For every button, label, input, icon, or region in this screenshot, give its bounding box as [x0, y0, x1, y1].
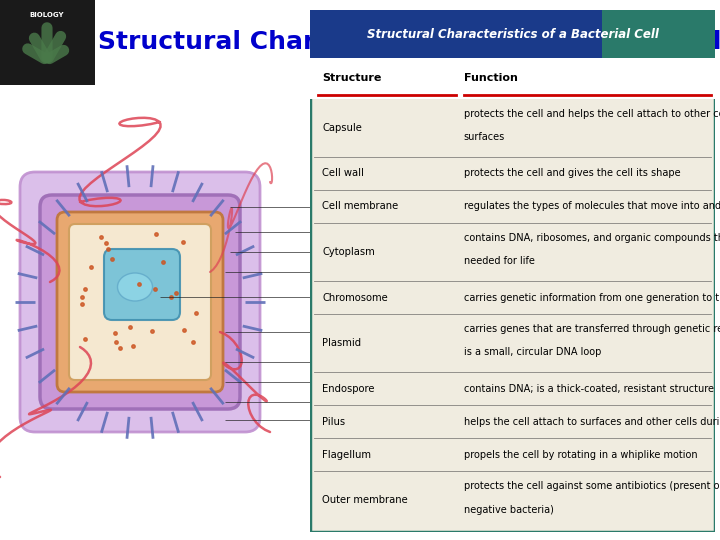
Text: Capsule: Capsule [322, 123, 362, 133]
Text: Chromosome: Chromosome [322, 293, 388, 302]
FancyBboxPatch shape [310, 10, 715, 532]
Text: Structure: Structure [322, 73, 382, 83]
Text: protects the cell and helps the cell attach to other cells and: protects the cell and helps the cell att… [464, 109, 720, 119]
FancyBboxPatch shape [69, 224, 211, 380]
Text: protects the cell against some antibiotics (present only in Gram-: protects the cell against some antibioti… [464, 482, 720, 491]
Text: Flagellum: Flagellum [322, 450, 371, 460]
Text: surfaces: surfaces [464, 132, 505, 142]
Text: contains DNA; is a thick-coated, resistant structure: contains DNA; is a thick-coated, resista… [464, 383, 714, 394]
Text: Cell membrane: Cell membrane [322, 201, 398, 211]
Text: Structural Characteristics of a Bacterial Cell: Structural Characteristics of a Bacteria… [366, 28, 658, 40]
FancyBboxPatch shape [310, 58, 715, 99]
Ellipse shape [117, 273, 153, 301]
Text: propels the cell by rotating in a whiplike motion: propels the cell by rotating in a whipli… [464, 450, 698, 460]
FancyArrowPatch shape [35, 38, 45, 58]
FancyBboxPatch shape [310, 10, 602, 58]
FancyBboxPatch shape [40, 195, 240, 409]
FancyArrowPatch shape [50, 50, 63, 59]
Text: needed for life: needed for life [464, 256, 535, 266]
Text: Pilus: Pilus [322, 417, 346, 427]
FancyArrowPatch shape [28, 49, 45, 59]
Text: Plasmid: Plasmid [322, 338, 361, 348]
FancyBboxPatch shape [602, 10, 715, 58]
FancyBboxPatch shape [104, 249, 180, 320]
FancyArrowPatch shape [48, 36, 60, 58]
Text: carries genes that are transferred through genetic recombination;: carries genes that are transferred throu… [464, 324, 720, 334]
FancyBboxPatch shape [57, 212, 223, 392]
Text: Endospore: Endospore [322, 383, 374, 394]
Text: negative bacteria): negative bacteria) [464, 505, 554, 515]
Text: carries genetic information from one generation to the next: carries genetic information from one gen… [464, 293, 720, 302]
Text: BIOLOGY: BIOLOGY [30, 12, 64, 18]
Text: Function: Function [464, 73, 518, 83]
FancyBboxPatch shape [20, 172, 260, 432]
Text: Cell wall: Cell wall [322, 168, 364, 178]
Text: Outer membrane: Outer membrane [322, 495, 408, 505]
Text: contains DNA, ribosomes, and organic compounds that are: contains DNA, ribosomes, and organic com… [464, 233, 720, 243]
Text: is a small, circular DNA loop: is a small, circular DNA loop [464, 347, 601, 357]
Text: regulates the types of molecules that move into and out of the cell: regulates the types of molecules that mo… [464, 201, 720, 211]
Text: protects the cell and gives the cell its shape: protects the cell and gives the cell its… [464, 168, 680, 178]
Text: helps the cell attach to surfaces and other cells during conjugation: helps the cell attach to surfaces and ot… [464, 417, 720, 427]
FancyBboxPatch shape [0, 0, 95, 85]
Text: Cytoplasm: Cytoplasm [322, 247, 375, 257]
Text: Structural Characteristics of a Bacterial Cell: Structural Characteristics of a Bacteria… [98, 30, 720, 54]
